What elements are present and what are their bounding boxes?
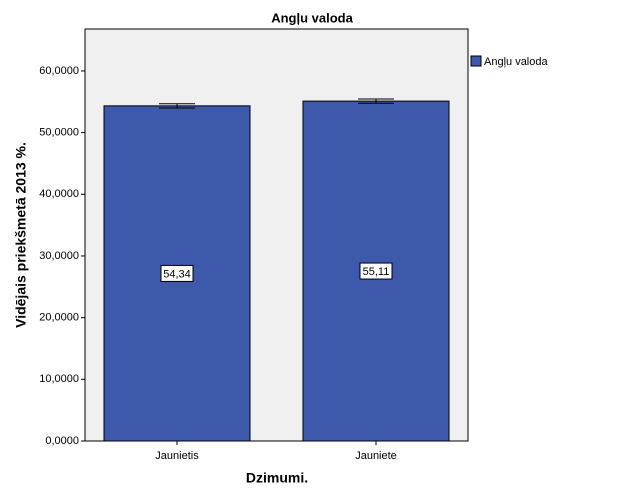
chart-title: Angļu valoda — [271, 10, 353, 25]
value-label: 55,11 — [363, 266, 390, 278]
y-axis-title: Vidējais priekšmetā 2013 %. — [13, 142, 29, 328]
y-tick-label: 40,0000 — [39, 188, 79, 200]
y-tick-label: 60,0000 — [39, 65, 79, 77]
x-axis-title: Dzimumi. — [246, 470, 308, 486]
value-label-box — [160, 264, 194, 282]
legend-swatch — [470, 55, 482, 67]
y-tick-label: 0,0000 — [45, 435, 79, 447]
x-tick-label: Jauniete — [355, 450, 397, 462]
y-tick-label: 20,0000 — [39, 312, 79, 324]
value-label: 54,34 — [163, 268, 191, 280]
y-tick-label: 30,0000 — [39, 250, 79, 262]
value-label-box — [359, 262, 393, 280]
legend-label: Angļu valoda — [484, 56, 548, 68]
y-tick-label: 50,0000 — [39, 127, 79, 139]
x-tick-label: Jaunietis — [155, 450, 199, 462]
y-tick-label: 10,0000 — [39, 373, 79, 385]
